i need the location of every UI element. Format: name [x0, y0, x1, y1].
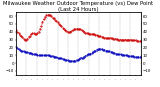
Title: Milwaukee Weather Outdoor Temperature (vs) Dew Point (Last 24 Hours): Milwaukee Weather Outdoor Temperature (v…	[3, 1, 153, 12]
